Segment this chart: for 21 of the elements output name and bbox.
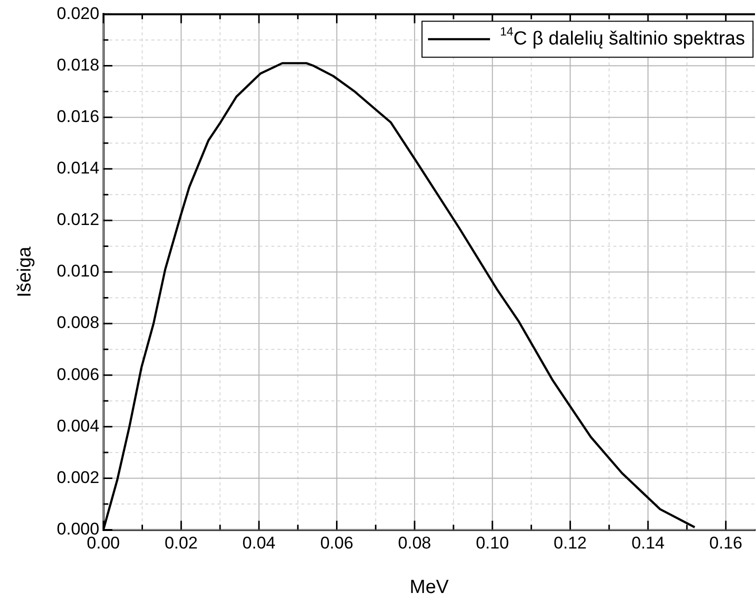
x-tick-label: 0.12 <box>554 534 587 553</box>
y-tick-label: 0.006 <box>56 364 100 384</box>
y-tick-label: 0.016 <box>56 107 100 126</box>
y-tick-label: 0.008 <box>56 313 100 332</box>
y-axis-title: Išeiga <box>14 246 36 298</box>
y-tick-label: 0.018 <box>56 55 100 74</box>
x-tick-label: 0.06 <box>320 534 354 553</box>
x-tick-label: 0.08 <box>398 534 432 553</box>
x-tick-label: 0.10 <box>476 534 509 553</box>
y-tick-label: 0.020 <box>56 4 100 23</box>
y-tick-label: 0.004 <box>56 416 100 436</box>
y-tick-label: 0.002 <box>56 468 100 487</box>
x-tick-label: 0.16 <box>709 534 742 553</box>
x-tick-label: 0.00 <box>86 534 120 553</box>
x-tick-label: 0.04 <box>242 534 276 553</box>
y-tick-label: 0.012 <box>56 210 100 230</box>
y-tick-label: 0.010 <box>56 262 100 281</box>
x-tick-label: 0.02 <box>164 534 198 553</box>
x-tick-label: 0.14 <box>631 534 665 553</box>
x-axis-title: MeV <box>410 576 450 598</box>
y-tick-label: 0.014 <box>56 158 100 178</box>
